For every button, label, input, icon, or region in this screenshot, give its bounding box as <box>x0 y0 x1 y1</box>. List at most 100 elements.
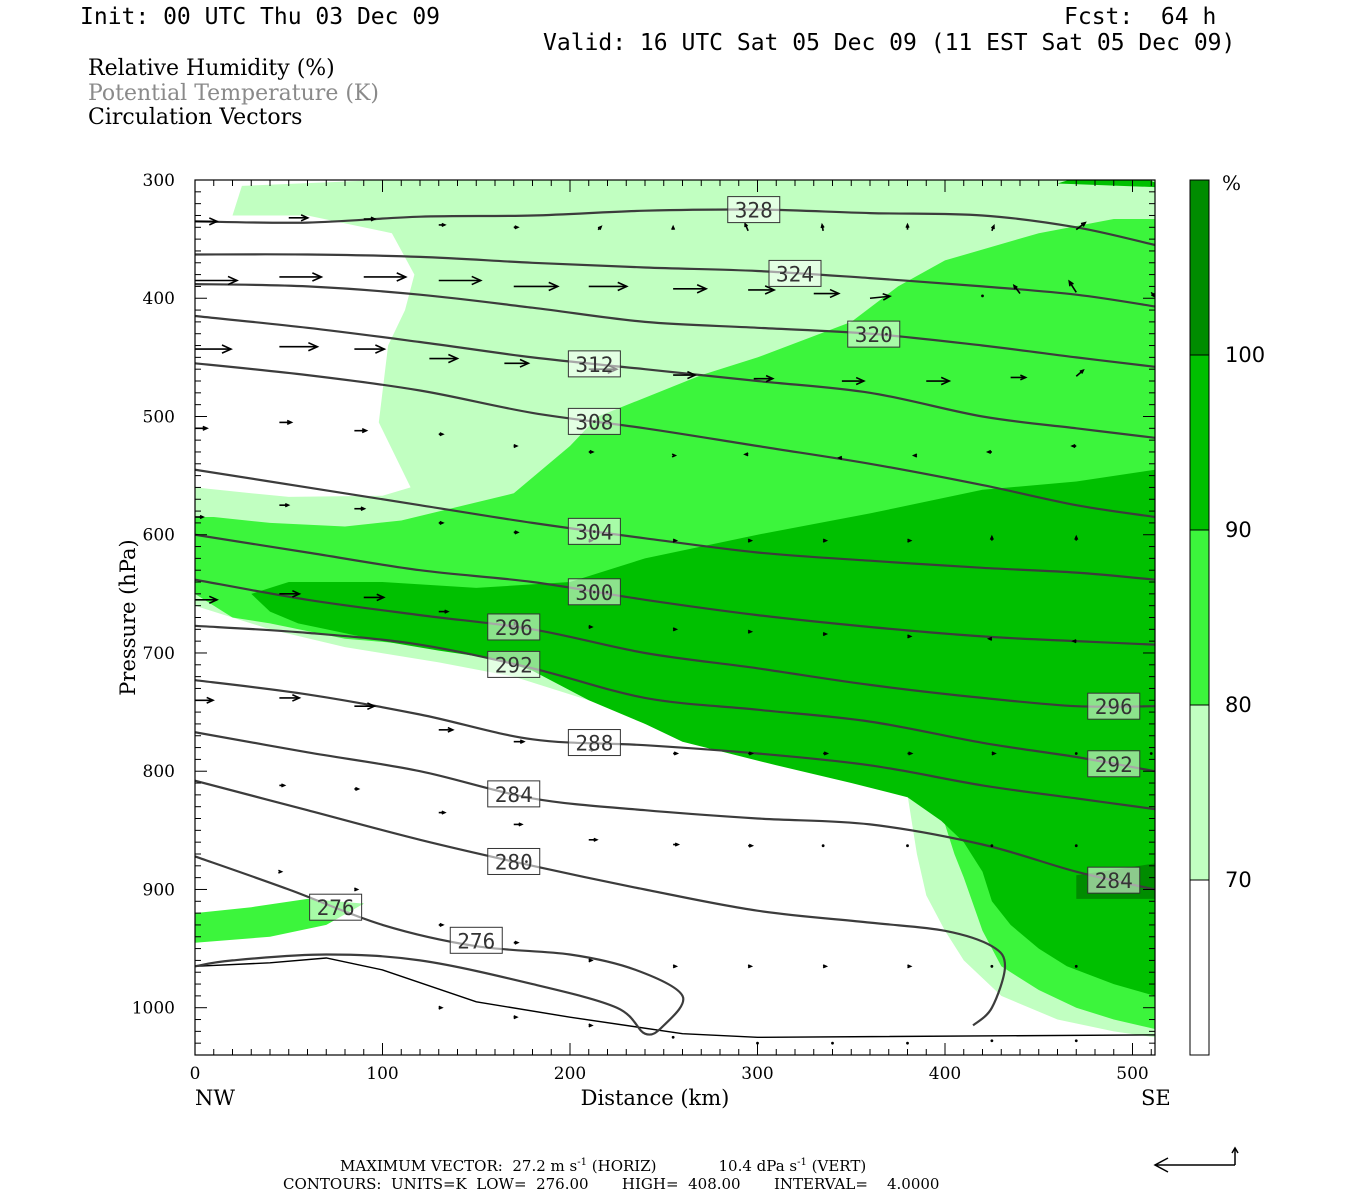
vector-arrow <box>822 964 829 969</box>
vector-arrow <box>1074 1039 1078 1043</box>
vector-arrow <box>195 595 219 604</box>
contour-label-312: 312 <box>567 350 621 378</box>
vector-arrow <box>672 538 679 543</box>
contour-label: 288 <box>575 732 613 756</box>
vector-arrow <box>836 455 843 460</box>
valid-time: Valid: 16 UTC Sat 05 Dec 09 (11 EST Sat … <box>543 30 1236 56</box>
vector-arrow <box>354 506 367 512</box>
theta-contour-284 <box>195 731 1155 891</box>
vector-arrow <box>671 224 676 230</box>
vert-value: 10.4 dPa s <box>718 1157 798 1175</box>
vector-arrow <box>672 964 679 969</box>
vector-arrow <box>907 538 913 543</box>
vector-arrow <box>986 636 993 641</box>
forecast-hour: Fcst: 64 h <box>1064 4 1217 30</box>
vector-arrow <box>990 224 995 232</box>
vector-arrow <box>813 288 841 299</box>
vector-arrow <box>673 842 681 847</box>
vector-arrow <box>195 275 239 286</box>
x-tick-label: 0 <box>190 1064 201 1084</box>
vector-arrow <box>279 341 320 352</box>
vector-arrow <box>906 844 909 848</box>
vector-arrow <box>673 370 698 380</box>
horiz-superscript: -1 <box>577 1157 587 1168</box>
vector-arrow <box>907 634 913 639</box>
contour-label: 280 <box>495 850 533 874</box>
contour-label-276: 276 <box>309 893 363 921</box>
vert-unit: (VERT) <box>811 1157 867 1175</box>
y-tick-label: 1000 <box>132 999 175 1019</box>
plot-content: 328 324 320 312 308 304 300 296 292 288 284 280 276 2… <box>195 180 1155 1045</box>
vector-arrow <box>354 887 360 892</box>
colorbar-level-label: 80 <box>1225 693 1252 717</box>
vector-arrow <box>1074 964 1078 968</box>
contour-label: 284 <box>495 783 533 807</box>
vector-arrow <box>513 281 560 292</box>
vector-arrow <box>822 538 829 543</box>
vector-arrow <box>513 443 519 449</box>
colorbar-segment <box>1190 355 1209 530</box>
vector-arrow <box>513 530 520 535</box>
y-tick-label: 300 <box>143 171 175 191</box>
field-circulation-vectors: Circulation Vectors <box>88 105 303 130</box>
contour-label: 296 <box>1095 695 1133 719</box>
vector-arrow <box>823 751 830 756</box>
y-tick-label: 700 <box>143 644 175 664</box>
contour-label: 320 <box>855 323 893 347</box>
vector-arrow <box>588 958 594 963</box>
contour-label-320: 320 <box>847 320 901 348</box>
contours-info: CONTOURS: UNITS=K LOW= 276.00 HIGH= 408.… <box>283 1175 940 1193</box>
vector-arrow <box>671 453 678 458</box>
contour-label-296: 296 <box>487 613 541 641</box>
vector-arrow <box>354 786 361 792</box>
vector-arrow <box>1068 279 1077 293</box>
contour-label: 304 <box>575 520 613 544</box>
vector-arrow <box>907 751 914 756</box>
vector-arrow <box>438 726 455 733</box>
ground-line <box>195 957 1155 1039</box>
contour-label-292-right: 292 <box>1087 750 1141 778</box>
colorbar-unit: % <box>1222 171 1241 195</box>
contour-label-328: 328 <box>727 196 781 224</box>
vector-arrow <box>363 272 408 282</box>
vector-arrow <box>429 353 460 364</box>
vector-arrow <box>279 272 324 282</box>
colorbar-level-label: 70 <box>1225 868 1252 892</box>
vector-arrow <box>1074 752 1078 755</box>
theta-contour-292 <box>195 624 1155 773</box>
x-end-label-left: NW <box>195 1086 235 1110</box>
colorbar-segment <box>1190 530 1209 705</box>
vector-arrow <box>1070 443 1077 449</box>
vector-arrow <box>588 837 599 842</box>
vector-arrow <box>990 964 994 968</box>
contour-label-300: 300 <box>567 578 621 606</box>
vector-arrow <box>1074 844 1078 848</box>
theta-contour-276 <box>195 855 685 1036</box>
x-axis-label: Distance (km) <box>581 1086 730 1110</box>
vector-arrow <box>438 609 450 614</box>
vector-arrow <box>743 452 749 457</box>
colorbar-segment <box>1190 180 1209 355</box>
contour-label-280: 280 <box>487 847 541 875</box>
vector-arrow <box>673 284 709 294</box>
x-tick-label: 200 <box>554 1064 586 1084</box>
vector-arrow <box>744 222 749 232</box>
vector-arrow <box>513 822 524 827</box>
vector-arrow <box>438 275 483 286</box>
vector-arrow <box>907 964 913 969</box>
vector-arrow <box>822 631 829 637</box>
vector-arrow <box>1010 374 1028 381</box>
vector-arrow <box>820 222 825 231</box>
contour-label: 276 <box>457 929 495 953</box>
x-end-label-right: SE <box>1141 1086 1171 1110</box>
vector-arrow <box>747 538 754 543</box>
vector-arrow <box>1075 221 1087 231</box>
contour-label: 308 <box>575 410 613 434</box>
theta-contour-312 <box>195 314 1155 439</box>
vector-arrow <box>279 589 302 598</box>
vector-arrow <box>753 374 775 383</box>
contour-label: 328 <box>735 199 773 223</box>
vector-arrow <box>363 593 386 602</box>
colorbar-level-label: 90 <box>1225 518 1252 542</box>
vector-arrow <box>673 751 680 756</box>
